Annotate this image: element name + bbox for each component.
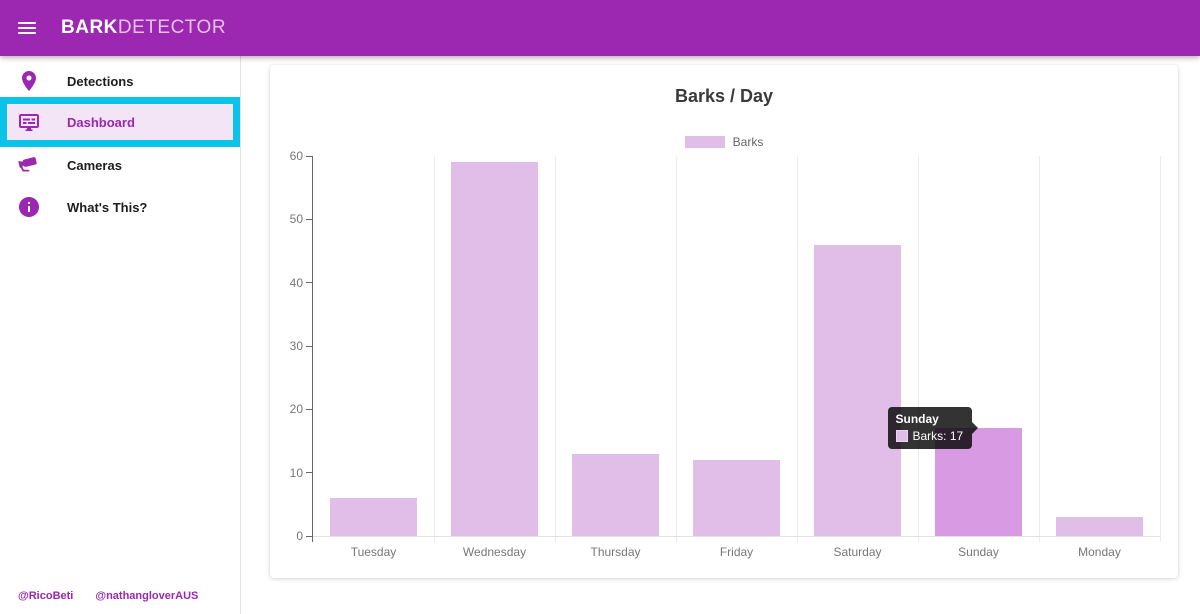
sidebar-item-label: Detections	[67, 73, 134, 89]
gridline-vertical	[1159, 156, 1161, 542]
gridline-vertical	[554, 156, 556, 542]
y-axis-tick	[306, 472, 312, 474]
x-axis-label-thursday: Thursday	[590, 545, 641, 559]
dashboard-monitor-icon	[17, 110, 41, 134]
sidebar-item-dashboard[interactable]: Dashboard	[0, 97, 240, 147]
y-axis-tick-label: 50	[289, 212, 303, 227]
sidebar-item-detections[interactable]: Detections	[0, 60, 240, 102]
sidebar-item-whats-this[interactable]: What's This?	[0, 186, 240, 228]
gridline-vertical	[917, 156, 919, 542]
chart-legend[interactable]: Barks	[270, 135, 1178, 149]
x-axis-label-sunday: Sunday	[958, 545, 999, 559]
sidebar-item-label: Cameras	[67, 157, 122, 173]
y-axis-line	[312, 156, 313, 542]
y-axis-tick-label: 10	[289, 465, 303, 480]
gridline-vertical	[675, 156, 677, 542]
tooltip-value: Barks: 17	[912, 429, 964, 444]
chart-card: Barks / Day Barks Sunday Barks: 17 0 10 20…	[270, 65, 1178, 578]
tooltip-title: Sunday	[895, 412, 939, 427]
legend-label: Barks	[732, 135, 764, 149]
x-axis-label-tuesday: Tuesday	[350, 545, 397, 559]
gridline-vertical	[796, 156, 798, 542]
link-nathanglover[interactable]: @nathangloverAUS	[95, 590, 199, 602]
y-axis-tick-label: 60	[289, 149, 303, 163]
chart-tooltip: Sunday Barks: 17	[887, 407, 978, 450]
sidebar-item-label: Dashboard	[67, 114, 135, 130]
y-axis-tick	[306, 535, 312, 537]
y-axis-tick	[306, 218, 312, 220]
brand-bold: BARK	[61, 17, 118, 38]
gridline-vertical	[1038, 156, 1040, 542]
x-axis-label-saturday: Saturday	[833, 545, 882, 559]
x-axis-label-wednesday: Wednesday	[462, 545, 527, 559]
sidebar-item-label: What's This?	[67, 199, 148, 215]
hamburger-menu-icon[interactable]	[18, 19, 36, 37]
info-icon	[17, 195, 41, 219]
location-pin-icon	[17, 69, 41, 93]
y-axis-tick	[306, 408, 312, 410]
y-axis-tick-label: 20	[289, 402, 303, 417]
app-header: BARKDETECTOR	[0, 0, 1200, 56]
bar-wednesday[interactable]	[451, 162, 538, 536]
gridline-vertical	[433, 156, 435, 542]
footer-links: @RicoBeti @nathangloverAUS	[18, 590, 198, 602]
brand-light: DETECTOR	[117, 17, 227, 38]
x-axis-label-monday: Monday	[1078, 545, 1121, 559]
chart-title: Barks / Day	[674, 86, 774, 106]
y-axis-tick-label: 30	[289, 339, 303, 353]
y-axis-tick	[306, 155, 312, 157]
bar-thursday[interactable]	[572, 453, 659, 536]
sidebar: Detections Dashboard Cameras What's This…	[0, 56, 241, 614]
bar-chart-plot-area: Sunday Barks: 17 0 10 20 30 40 50 60 Tuesday Wed…	[290, 149, 1161, 559]
y-axis-tick	[306, 345, 312, 347]
bar-monday[interactable]	[1056, 517, 1143, 536]
y-axis-tick	[306, 282, 312, 284]
security-camera-icon	[17, 153, 41, 177]
tooltip-series-swatch	[895, 430, 908, 443]
x-axis-line	[313, 536, 1160, 537]
y-axis-tick-label: 0	[296, 529, 303, 543]
app-title: BARKDETECTOR	[61, 17, 226, 39]
y-axis-tick-label: 40	[289, 275, 303, 290]
bar-tuesday[interactable]	[330, 498, 417, 536]
bar-friday[interactable]	[693, 460, 780, 536]
sidebar-item-cameras[interactable]: Cameras	[0, 144, 240, 186]
x-axis-label-friday: Friday	[719, 545, 754, 559]
legend-swatch-barks	[684, 136, 725, 148]
bar-saturday[interactable]	[814, 244, 901, 536]
link-ricobeti[interactable]: @RicoBeti	[18, 590, 74, 602]
